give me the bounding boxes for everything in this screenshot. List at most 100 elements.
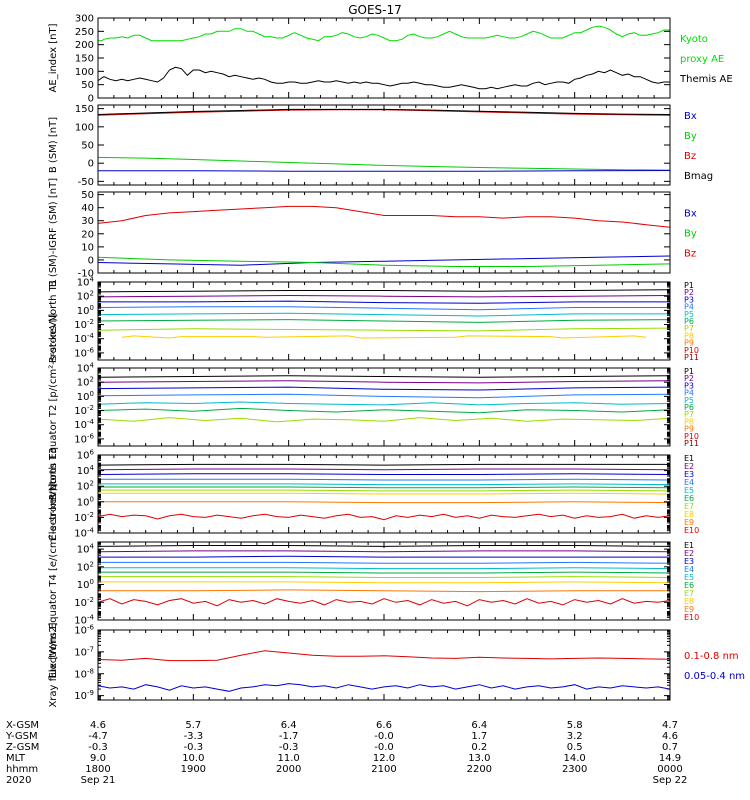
series-line-9 bbox=[98, 589, 670, 593]
legend-entry: E6 bbox=[684, 494, 694, 503]
axis-value: -0.3 bbox=[184, 742, 204, 753]
axis-value: 10.0 bbox=[182, 753, 204, 764]
y-tick-label: 102 bbox=[77, 376, 94, 389]
panel-frame bbox=[97, 629, 671, 701]
series-line-1 bbox=[98, 650, 670, 662]
y-axis-label: Electrons North T3 bbox=[48, 447, 59, 540]
axis-row-label: X-GSM bbox=[6, 720, 39, 731]
y-axis-label: AE_index [nT] bbox=[48, 23, 59, 92]
legend-entry: P8 bbox=[684, 331, 694, 340]
y-tick-label: 100 bbox=[77, 578, 94, 591]
bottom-axis-table: X-GSMY-GSMZ-GSMMLThhmm20204.6-4.7-0.39.0… bbox=[5, 720, 687, 786]
legend-entry: Bx bbox=[684, 111, 697, 122]
axis-value: 4.7 bbox=[662, 720, 678, 731]
y-axis-label: Xray flux [W/m2] bbox=[48, 622, 59, 707]
legend-entry: P5 bbox=[684, 310, 694, 319]
legend-entry: P2 bbox=[684, 288, 694, 297]
legend-entry: P4 bbox=[684, 303, 694, 312]
y-tick-label: 0 bbox=[88, 255, 94, 266]
y-tick-label: 50 bbox=[81, 190, 94, 201]
legend-entry: E9 bbox=[684, 605, 694, 614]
series-line-3 bbox=[98, 473, 670, 475]
series-line-4 bbox=[98, 478, 670, 481]
y-tick-label: 102 bbox=[77, 560, 94, 573]
panel-frame bbox=[97, 541, 671, 621]
axis-value: 5.7 bbox=[185, 720, 201, 731]
axis-row-label: hhmm bbox=[6, 764, 38, 775]
y-tick-label: 20 bbox=[81, 229, 94, 240]
axis-value: -0.3 bbox=[279, 742, 299, 753]
series-line-4 bbox=[98, 561, 670, 564]
legend-entry: E8 bbox=[684, 597, 694, 606]
legend-entry: E10 bbox=[684, 526, 699, 535]
legend-entry: P11 bbox=[684, 353, 699, 362]
series-line-1 bbox=[98, 25, 670, 42]
axis-value: -4.7 bbox=[88, 731, 108, 742]
legend-entry: E7 bbox=[684, 589, 694, 598]
y-tick-label: 10-9 bbox=[74, 689, 94, 702]
series-line-1 bbox=[98, 463, 670, 466]
series-line-7 bbox=[98, 417, 670, 423]
axis-value: -1.7 bbox=[279, 731, 299, 742]
y-tick-label: 100 bbox=[77, 495, 94, 508]
legend-entry: E9 bbox=[684, 518, 694, 527]
legend-entry: By bbox=[684, 229, 697, 240]
legend-entry: P10 bbox=[684, 346, 699, 355]
axis-value: -0.0 bbox=[374, 731, 394, 742]
series-line-2 bbox=[98, 550, 670, 553]
legend-entry: E3 bbox=[684, 470, 694, 479]
legend-entry: P4 bbox=[684, 389, 694, 398]
y-tick-label: 40 bbox=[81, 203, 94, 214]
series-line-4 bbox=[98, 306, 670, 311]
series-line-3 bbox=[98, 386, 670, 391]
y-tick-label: 10-4 bbox=[74, 418, 94, 431]
legend-entry: Kyoto bbox=[680, 34, 708, 45]
axis-value: 6.6 bbox=[376, 720, 392, 731]
legend-entry: P8 bbox=[684, 417, 694, 426]
y-tick-label: 100 bbox=[77, 304, 94, 317]
axis-value: Sep 21 bbox=[81, 775, 116, 786]
series-line-1 bbox=[98, 375, 670, 378]
y-axis-label: Protons Equator T2 [p/(cm²-s-sr-keV)] bbox=[48, 314, 59, 501]
axis-value: 2300 bbox=[562, 764, 587, 775]
axis-value: 2200 bbox=[467, 764, 492, 775]
series-line-3 bbox=[98, 555, 670, 558]
series-line-1 bbox=[98, 205, 670, 228]
y-axis-label: Electrons Equator T4 [e/(cm²-s-sr-keV)] bbox=[48, 483, 59, 678]
legend-entry: E4 bbox=[684, 565, 694, 574]
legend-entry: P1 bbox=[684, 281, 694, 290]
axis-value: 4.6 bbox=[90, 720, 106, 731]
y-tick-label: 0 bbox=[88, 94, 94, 105]
legend-entry: P9 bbox=[684, 339, 694, 348]
series-line-2 bbox=[98, 468, 670, 471]
y-tick-label: 10-8 bbox=[74, 667, 94, 680]
axis-value: -0.0 bbox=[374, 742, 394, 753]
legend-entry: Themis AE bbox=[679, 74, 733, 85]
axis-value: 13.0 bbox=[468, 753, 490, 764]
legend-entry: Bz bbox=[684, 151, 696, 162]
legend-entry: 0.1-0.8 nm bbox=[684, 651, 739, 662]
legend-entry: E1 bbox=[684, 541, 694, 550]
y-tick-label: 10-6 bbox=[74, 624, 94, 637]
panel-frame bbox=[97, 104, 671, 186]
y-tick-label: 0 bbox=[88, 159, 94, 170]
series-line-7 bbox=[98, 489, 670, 492]
series-line-2 bbox=[98, 683, 670, 692]
y-tick-label: 10-2 bbox=[74, 318, 94, 331]
panel-2: -50 0 50 100 150 B (SM) [nT] Bx By Bz Bmag bbox=[48, 104, 713, 188]
series-line-7 bbox=[98, 327, 670, 332]
axis-row-label: Z-GSM bbox=[6, 742, 39, 753]
y-tick-label: 10-2 bbox=[74, 404, 94, 417]
series-line-1 bbox=[98, 289, 670, 293]
y-tick-label: 10 bbox=[81, 242, 94, 253]
legend-entry: E10 bbox=[684, 613, 699, 622]
series-line-8 bbox=[98, 492, 670, 495]
legend-entry: P9 bbox=[684, 425, 694, 434]
series-line-7 bbox=[98, 576, 670, 578]
axis-value: 6.4 bbox=[471, 720, 487, 731]
series-line-6 bbox=[98, 571, 670, 574]
axis-value: 0000 bbox=[657, 764, 682, 775]
axis-value: 2000 bbox=[276, 764, 301, 775]
y-axis-label: B (SM) [nT] bbox=[48, 117, 59, 173]
